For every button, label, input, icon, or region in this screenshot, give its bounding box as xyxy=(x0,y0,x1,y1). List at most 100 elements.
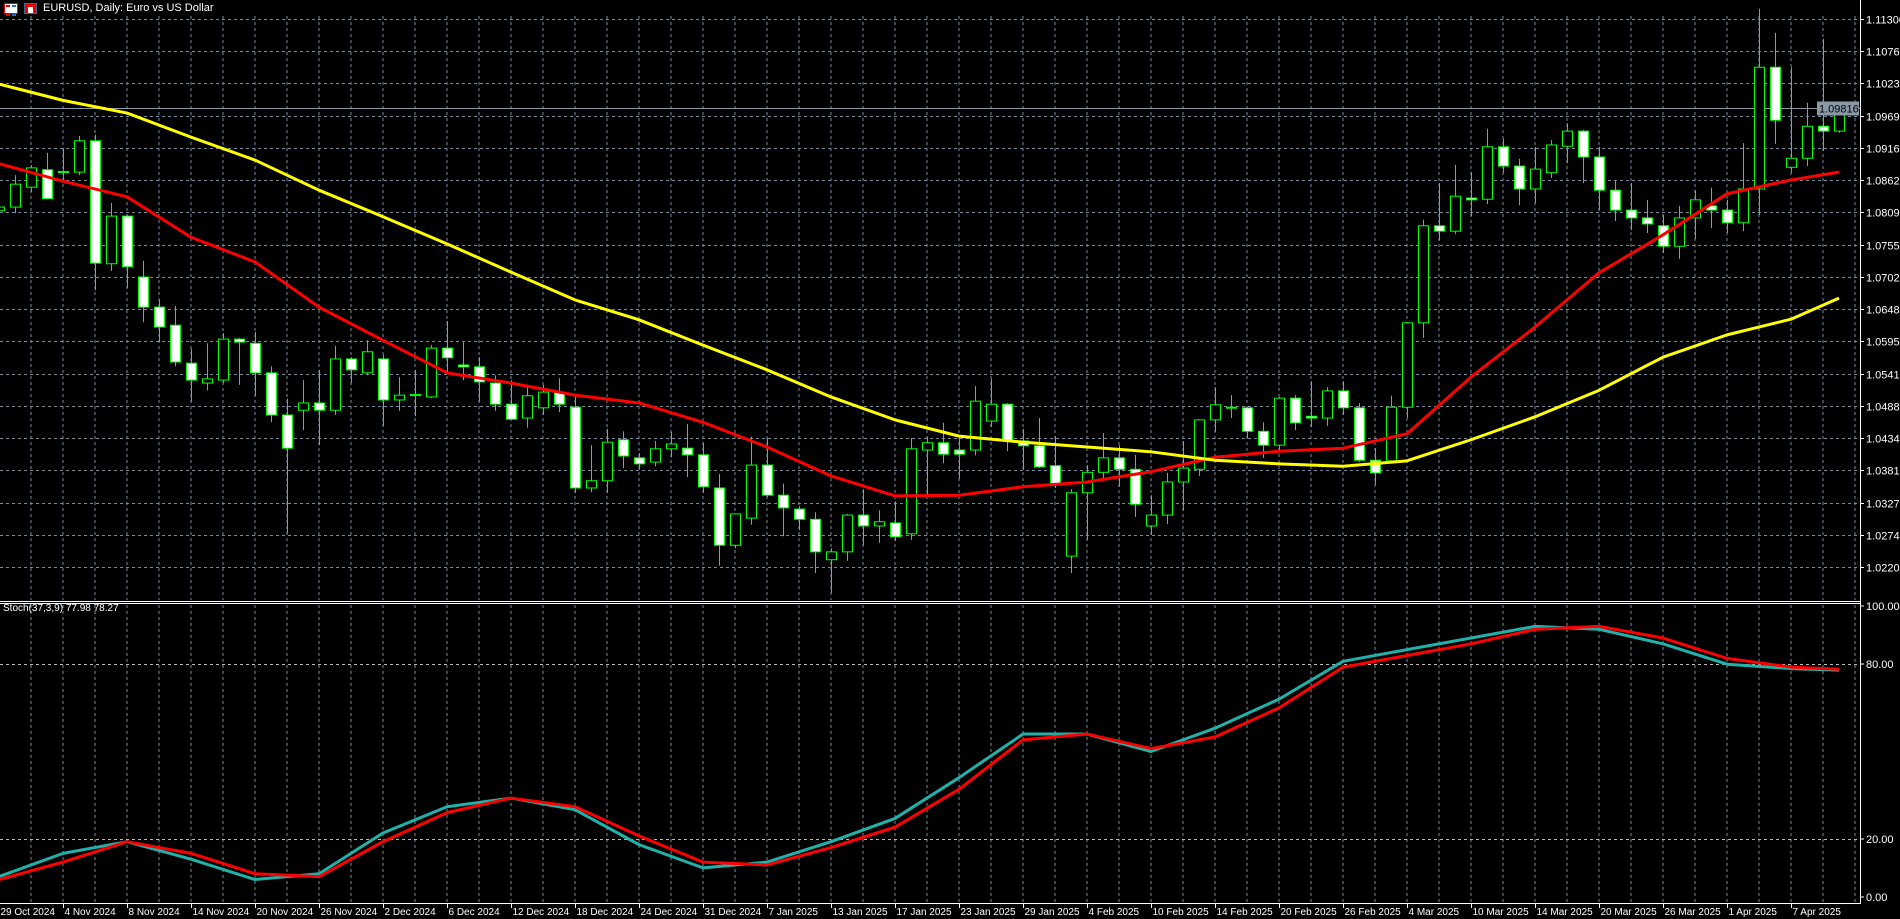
bull-candle xyxy=(1802,102,1813,167)
bull-candle xyxy=(58,147,69,180)
candle-body xyxy=(1578,130,1589,158)
price-axis-label: 1.06485 xyxy=(1866,305,1900,317)
bear-candle xyxy=(954,437,965,479)
bear-candle xyxy=(1114,445,1125,487)
price-axis-label: 1.10230 xyxy=(1866,79,1900,91)
candle-body xyxy=(298,402,309,411)
current-price-label: 1.09816 xyxy=(1819,104,1859,116)
bear-candle xyxy=(682,424,693,478)
candle-body xyxy=(602,441,613,482)
bull-candle xyxy=(202,343,213,391)
time-axis-label: 10 Mar 2025 xyxy=(1473,907,1530,918)
candle-body xyxy=(10,183,21,208)
bear-candle xyxy=(570,396,581,493)
candle-body xyxy=(1610,189,1621,211)
bear-candle xyxy=(1514,158,1525,206)
candle-body xyxy=(1322,390,1333,419)
candle-body xyxy=(730,513,741,546)
candle-body xyxy=(634,457,645,465)
time-axis-label: 14 Mar 2025 xyxy=(1537,907,1594,918)
candle-body xyxy=(234,338,245,343)
time-axis-label: 7 Jan 2025 xyxy=(769,907,819,918)
stoch-axis-label: 80.00 xyxy=(1866,659,1894,671)
candle-body xyxy=(538,391,549,409)
bull-candle xyxy=(1562,123,1573,164)
time-axis-label: 4 Feb 2025 xyxy=(1089,907,1140,918)
candle-body xyxy=(890,522,901,538)
candle-body xyxy=(954,449,965,455)
candle-body xyxy=(42,169,53,200)
price-axis-label: 1.10765 xyxy=(1866,47,1900,59)
bear-candle xyxy=(234,337,245,385)
candle-body xyxy=(698,454,709,488)
bull-candle xyxy=(410,369,421,417)
candle-body xyxy=(362,351,373,374)
candle-body xyxy=(1642,217,1653,225)
bull-candle xyxy=(874,510,885,543)
time-axis-label: 4 Nov 2024 xyxy=(65,907,117,918)
bull-candle xyxy=(330,345,341,416)
candle-body xyxy=(1562,130,1573,147)
candle-body xyxy=(90,140,101,264)
price-axis-label: 1.11300 xyxy=(1866,15,1900,27)
candle-body xyxy=(1306,415,1317,419)
candle-body xyxy=(810,518,821,553)
chart-window-icon[interactable] xyxy=(24,2,37,14)
time-axis-label: 26 Nov 2024 xyxy=(321,907,378,918)
candle-body xyxy=(1290,397,1301,424)
price-axis-label: 1.02205 xyxy=(1866,563,1900,575)
candle-body xyxy=(682,447,693,456)
bear-candle xyxy=(506,380,517,420)
bear-candle xyxy=(170,305,181,367)
bear-candle xyxy=(1818,38,1829,152)
price-axis-label: 1.02740 xyxy=(1866,531,1900,543)
bull-candle xyxy=(10,175,21,214)
bull-candle xyxy=(1786,67,1797,173)
candle-body xyxy=(1482,146,1493,200)
time-axis-label: 17 Jan 2025 xyxy=(897,907,952,918)
candle-body xyxy=(1594,156,1605,191)
bull-candle xyxy=(0,206,5,212)
candle-body xyxy=(1130,468,1141,505)
bear-candle xyxy=(1578,129,1589,183)
price-axis-label: 1.09695 xyxy=(1866,112,1900,124)
candle-body xyxy=(714,487,725,546)
bull-candle xyxy=(586,445,597,493)
bull-candle xyxy=(1274,396,1285,451)
chart-header: EURUSD, Daily: Euro vs US Dollar xyxy=(4,1,214,16)
price-axis-label: 1.07555 xyxy=(1866,241,1900,253)
time-axis-label: 20 Feb 2025 xyxy=(1281,907,1338,918)
candle-body xyxy=(666,443,677,450)
bull-candle xyxy=(1738,143,1749,232)
candle-body xyxy=(650,448,661,463)
bull-candle xyxy=(1178,440,1189,511)
bull-candle xyxy=(298,380,309,431)
symbol-list-icon[interactable] xyxy=(4,2,18,16)
candle-body xyxy=(1386,406,1397,462)
bear-candle xyxy=(1706,187,1717,229)
bull-candle xyxy=(26,164,37,193)
price-axis-label: 1.08090 xyxy=(1866,208,1900,220)
chart-title: EURUSD, Daily: Euro vs US Dollar xyxy=(43,2,214,14)
time-axis-label: 14 Feb 2025 xyxy=(1217,907,1274,918)
bull-candle xyxy=(1482,128,1493,205)
bear-candle xyxy=(1370,448,1381,485)
candle-body xyxy=(1434,225,1445,232)
bear-candle xyxy=(1290,395,1301,431)
candle-body xyxy=(1258,430,1269,446)
candle-body xyxy=(874,521,885,527)
candle-body xyxy=(58,171,69,174)
candle-body xyxy=(1370,459,1381,474)
candle-body xyxy=(186,362,197,381)
bull-candle xyxy=(1146,495,1157,535)
bear-candle xyxy=(266,366,277,423)
time-axis-label: 20 Nov 2024 xyxy=(257,907,314,918)
price-axis-label: 1.03810 xyxy=(1866,466,1900,478)
candle-body xyxy=(1210,404,1221,421)
stoch-axis-label: 0.00 xyxy=(1866,892,1887,904)
bull-candle xyxy=(602,428,613,493)
candle-body xyxy=(346,358,357,371)
candle-body xyxy=(330,358,341,411)
candle-body xyxy=(458,364,469,368)
